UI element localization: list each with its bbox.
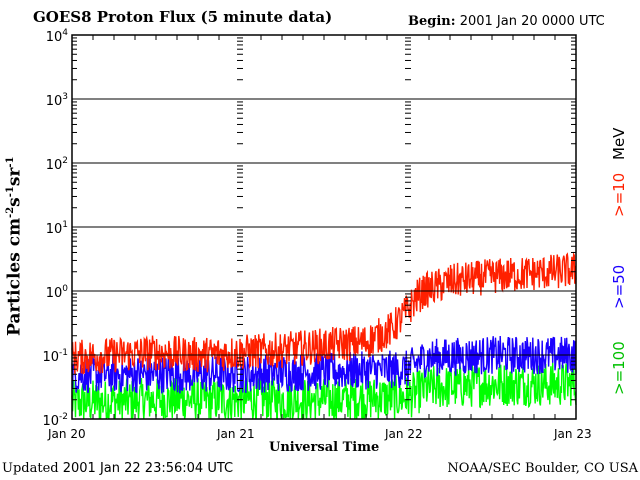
x-tick-label-jan20: Jan 20 — [48, 427, 86, 441]
x-tick-label-jan21: Jan 21 — [217, 427, 255, 441]
y-tick-label: 10-2 — [42, 412, 68, 429]
y-tick-label: 101 — [46, 220, 68, 237]
chart-title: GOES8 Proton Flux (5 minute data) — [33, 8, 333, 26]
x-axis-label: Universal Time — [269, 440, 380, 455]
plot-frame — [71, 34, 577, 420]
begin-value: 2001 Jan 20 0000 UTC — [459, 14, 605, 29]
y-tick-label: 103 — [46, 92, 68, 109]
series-line-0 — [71, 251, 577, 375]
footer-source: NOAA/SEC Boulder, CO USA — [447, 461, 638, 476]
y-tick-label: 102 — [46, 156, 68, 173]
x-tick-label-jan23: Jan 23 — [554, 427, 592, 441]
y-tick-label: 10-1 — [42, 348, 68, 365]
footer-updated-label: Updated — [2, 461, 59, 476]
footer-updated: Updated 2001 Jan 22 23:56:04 UTC — [2, 462, 233, 475]
footer-updated-value: 2001 Jan 22 23:56:04 UTC — [62, 461, 234, 476]
x-tick-label-jan22: Jan 22 — [385, 427, 423, 441]
begin-label: Begin: — [408, 14, 456, 29]
begin-timestamp: Begin: 2001 Jan 20 0000 UTC — [408, 15, 605, 28]
y-tick-label: 104 — [46, 28, 69, 45]
y-tick-label: 100 — [46, 284, 69, 301]
series-line-1 — [71, 335, 577, 394]
